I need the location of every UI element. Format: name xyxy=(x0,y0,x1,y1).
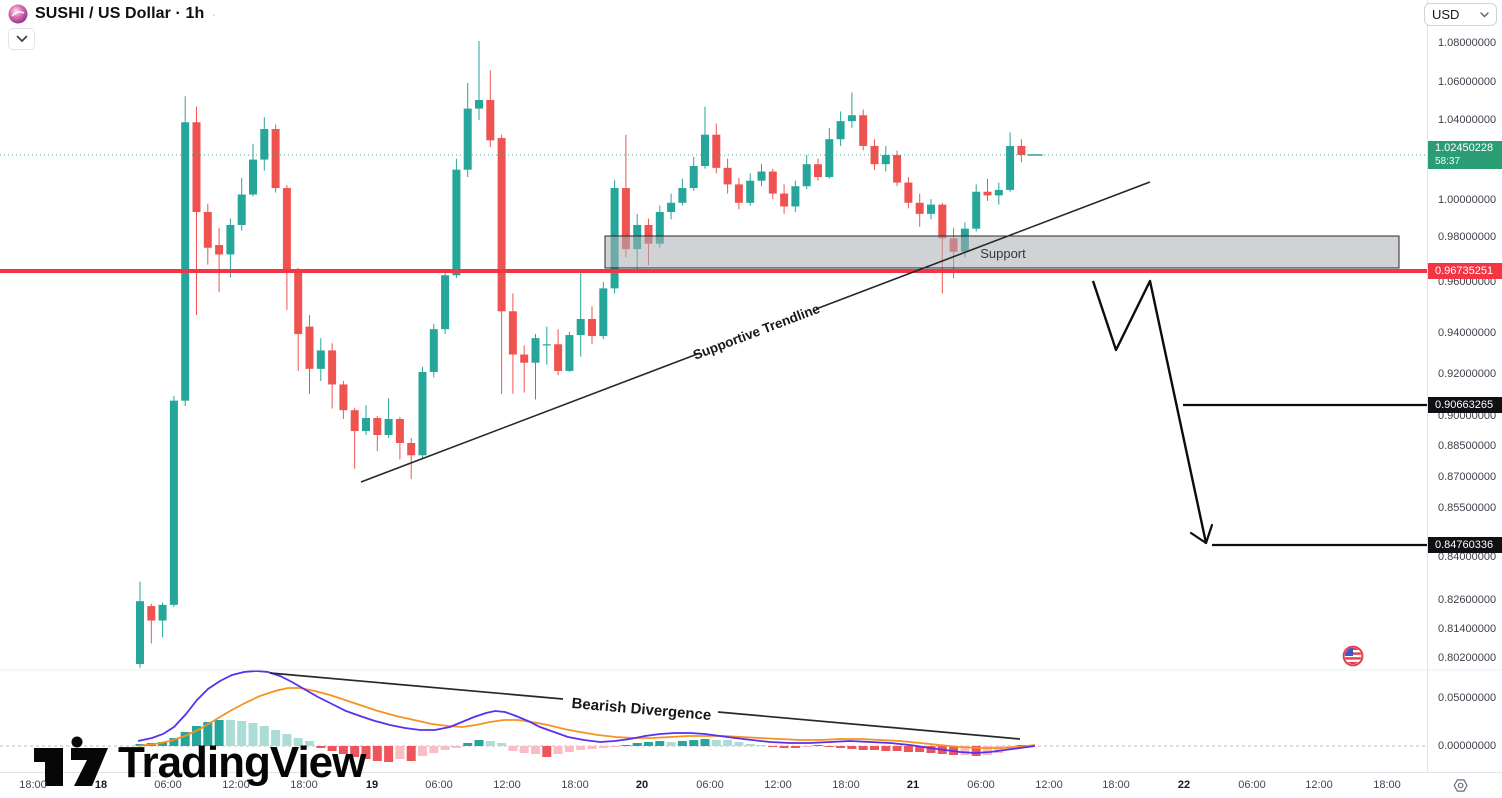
economic-event-flag-icon[interactable] xyxy=(1342,645,1364,667)
price-tick-label: 0.84000000 xyxy=(1438,551,1497,563)
time-tick-day-label: 20 xyxy=(635,779,649,791)
collapse-toolbar-button[interactable] xyxy=(8,28,35,50)
currency-value: USD xyxy=(1432,7,1460,22)
macd-line xyxy=(137,670,1036,754)
time-tick-label: 06:00 xyxy=(696,779,724,791)
currency-dropdown[interactable]: USD xyxy=(1424,3,1497,26)
price-tick-label: 0.85500000 xyxy=(1438,502,1497,514)
price-tick-label: 1.06000000 xyxy=(1438,76,1497,88)
time-tick-label: 18:00 xyxy=(832,779,860,791)
price-tick-label: 0.87000000 xyxy=(1438,471,1497,483)
gear-icon xyxy=(1452,777,1469,794)
price-tick-label: 0.92000000 xyxy=(1438,368,1497,380)
supportive-trendline-drawing[interactable]: Supportive Trendline xyxy=(360,181,1151,483)
time-tick-label: 06:00 xyxy=(967,779,995,791)
price-tick-label: 0.81400000 xyxy=(1438,623,1497,635)
tradingview-brand-text: TradingView xyxy=(118,738,367,787)
price-tick-label: 0.96000000 xyxy=(1438,276,1497,288)
time-tick-label: 18:00 xyxy=(290,779,318,791)
price-tick-label: 0.90000000 xyxy=(1438,410,1497,422)
projection-arrow-drawing[interactable] xyxy=(1091,279,1214,545)
chevron-down-icon xyxy=(16,35,28,43)
macd-signal-line xyxy=(137,687,1036,749)
time-tick-day-label: 22 xyxy=(1177,779,1191,791)
chevron-down-icon xyxy=(1480,11,1489,18)
price-tick-label: 1.04000000 xyxy=(1438,114,1497,126)
candlestick-series xyxy=(136,41,1026,668)
time-axis[interactable]: 18:00 18 06:00 12:00 18:00 19 06:00 12:00 18:00 2… xyxy=(0,772,1502,798)
symbol-logo xyxy=(8,4,28,24)
price-tick-label: 0.98000000 xyxy=(1438,231,1497,243)
time-tick-day-label: 21 xyxy=(906,779,920,791)
time-axis-settings-button[interactable] xyxy=(1447,777,1473,797)
time-tick-label: 06:00 xyxy=(1238,779,1266,791)
price-tick-label: 0.00000000 xyxy=(1438,740,1497,752)
price-tick-label: 0.05000000 xyxy=(1438,692,1497,704)
price-tick-label: 0.82600000 xyxy=(1438,594,1497,606)
time-tick-day-label: 18 xyxy=(94,779,108,791)
supportive-trendline-label[interactable]: Supportive Trendline xyxy=(691,301,822,363)
time-tick-label: 12:00 xyxy=(1305,779,1333,791)
price-tick-label: 0.94000000 xyxy=(1438,327,1497,339)
support-zone-box[interactable]: Support xyxy=(604,235,1400,269)
target2-price-chip: 0.84760336 xyxy=(1428,537,1502,553)
price-tick-label: 0.88500000 xyxy=(1438,440,1497,452)
time-tick-label: 12:00 xyxy=(493,779,521,791)
symbol-title[interactable]: SUSHI / US Dollar · 1h xyxy=(35,5,205,22)
bearish-divergence-drawing[interactable]: Bearish Divergence xyxy=(269,672,1021,740)
price-tick-label: 1.00000000 xyxy=(1438,194,1497,206)
resistance-price-chip: 0.96735251 xyxy=(1428,263,1502,279)
current-price-chip: 1.02450228 58:37 xyxy=(1428,141,1502,169)
symbol-header: SUSHI / US Dollar · 1h · xyxy=(8,4,216,24)
time-tick-label: 12:00 xyxy=(1035,779,1063,791)
time-tick-day-label: 19 xyxy=(365,779,379,791)
price-tick-label: 0.80200000 xyxy=(1438,652,1497,664)
bearish-divergence-label[interactable]: Bearish Divergence xyxy=(571,695,712,724)
title-separator-dot: · xyxy=(211,6,217,22)
time-tick-label: 18:00 xyxy=(1102,779,1130,791)
tradingview-watermark[interactable]: TradingView xyxy=(34,736,368,788)
time-tick-label: 12:00 xyxy=(222,779,250,791)
time-tick-label: 06:00 xyxy=(425,779,453,791)
support-zone-label[interactable]: Support xyxy=(980,246,1026,261)
time-tick-label: 18:00 xyxy=(561,779,589,791)
target1-price-chip: 0.90663265 xyxy=(1428,397,1502,413)
time-tick-label: 12:00 xyxy=(764,779,792,791)
price-axis[interactable]: 1.08000000 1.06000000 1.04000000 1.00000000… xyxy=(1428,0,1502,772)
price-tick-label: 1.08000000 xyxy=(1438,37,1497,49)
time-tick-label: 06:00 xyxy=(154,779,182,791)
time-tick-label: 18:00 xyxy=(19,779,47,791)
time-tick-label: 18:00 xyxy=(1373,779,1401,791)
